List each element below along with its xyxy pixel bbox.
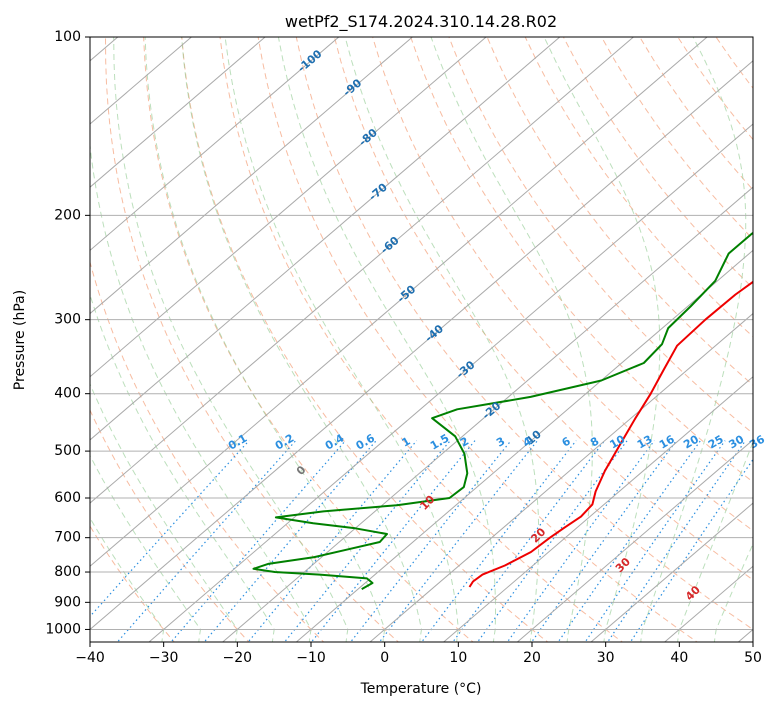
y-tick-label: 100 [54,29,81,45]
mixing-ratio-line [202,441,376,645]
mixing-ratio-line [506,441,655,645]
mixing-ratio-label: 0.4 [323,431,347,452]
profile-lines [254,37,775,589]
dry-adiabat-line [754,37,775,644]
y-tick-label: 700 [54,530,81,546]
mixing-ratio-label: 16 [657,432,677,451]
isotherm-line [220,32,775,645]
y-tick-label: 300 [54,312,81,328]
isotherm-line [146,32,775,645]
dry-adiabat-line [678,37,775,644]
dry-adiabat-line [411,37,775,644]
dewpoint-profile-line [254,37,775,589]
dry-adiabat-line [640,37,775,644]
dry-adiabat-line [258,37,700,644]
isotherm-line [0,32,198,645]
mixing-ratio-line [115,441,295,645]
isotherm-line [294,32,775,645]
mixing-ratio-label: 25 [706,433,726,452]
x-tick-label: −30 [149,650,179,666]
moist-adiabat-line [677,37,775,644]
mixing-ratio-line [451,441,604,645]
y-tick-label: 900 [54,594,81,610]
mixing-ratio-line [283,441,451,645]
x-tick-label: −10 [296,650,326,666]
moist-adiabat-label: 40 [683,583,703,603]
mixing-ratio-line [606,441,745,645]
mixing-ratio-label: 36 [747,432,767,451]
mixing-ratio-line [530,441,676,645]
y-axis-label: Pressure (hPa) [12,290,28,390]
mixing-ratio-line [310,441,476,645]
dry-adiabat-line [449,37,775,644]
mixing-ratio-label: 0.2 [273,432,296,453]
moist-adiabat-line [345,37,539,644]
isotherm-line [588,32,775,645]
moist-adiabat-label: 10 [417,492,437,512]
x-tick-label: 50 [744,650,762,666]
y-tick-label: 800 [54,564,81,580]
y-tick-label: 400 [54,386,81,402]
x-tick-label: −40 [75,650,105,666]
moist-adiabat-line [714,37,775,644]
dry-adiabat-line [716,37,775,644]
mixing-ratio-line [557,441,701,645]
moist-adiabat-line [35,37,238,644]
mixing-ratio-line [420,441,576,645]
y-tick-label: 1000 [45,621,81,637]
mixing-ratio-line [65,441,249,645]
dry-adiabat-line [182,37,551,644]
dry-adiabat-line [26,37,252,644]
chart-title: wetPf2_S174.2024.310.14.28.R02 [285,12,557,32]
moist-adiabat-line [114,37,348,644]
y-tick-label: 200 [54,207,81,223]
isotherm-line [662,32,775,645]
moist-adiabat-label: 20 [528,525,548,545]
moist-adiabat-line [278,37,495,644]
dry-adiabat-line [220,37,626,644]
mixing-ratio-label: 8 [588,435,601,450]
x-tick-label: 10 [449,650,467,666]
moist-adiabat-line [225,37,458,644]
mixing-ratio-line [378,441,538,645]
x-tick-label: 0 [380,650,389,666]
moist-adiabat-line [431,37,592,644]
isotherm-line [515,32,775,645]
mixing-ratio-line [169,441,345,645]
moist-adiabat-line [641,37,746,644]
isotherm-line [0,32,492,645]
x-tick-label: 20 [523,650,541,666]
moist-adiabat-line [544,37,660,644]
y-tick-label: 500 [54,443,81,459]
isotherm-line [73,32,775,645]
x-tick-label: −20 [223,650,253,666]
y-tick-label: 600 [54,490,81,506]
isotherm-line [0,32,345,645]
isotherm-line [736,32,775,645]
mixing-ratio-label: 3 [494,435,507,450]
background-lines [0,32,775,645]
x-axis-label: Temperature (°C) [360,681,482,697]
x-tick-label: 40 [670,650,688,666]
x-tick-label: 30 [597,650,615,666]
